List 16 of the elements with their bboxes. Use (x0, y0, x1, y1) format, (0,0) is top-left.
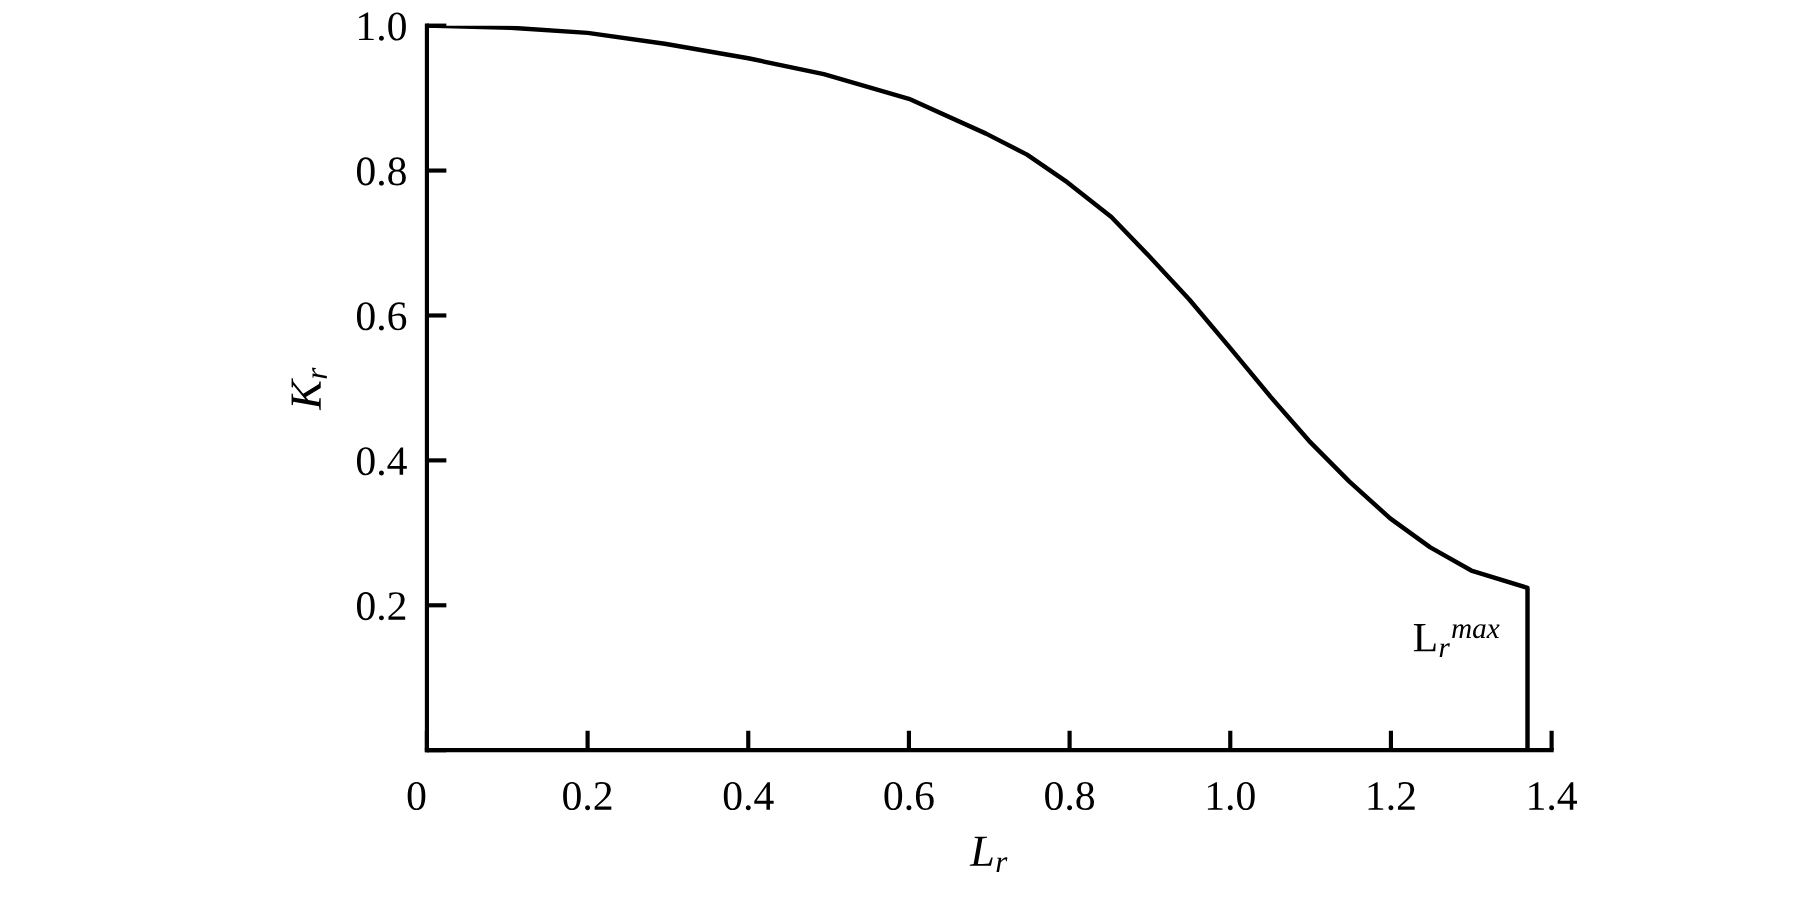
y-tick-label: 1.0 (359, 12, 406, 41)
annotation: L$_{r}$$^{max}$ (1413, 624, 1500, 658)
x-tick-label: 0 (407, 781, 426, 811)
y-axis-title: K$_{r}$ (291, 367, 327, 411)
x-axis-title: L$_{r}$ (969, 836, 1008, 872)
y-tick-label: 0.2 (356, 592, 406, 621)
x-tick-label: 0.2 (563, 781, 612, 811)
y-tick-label: 0.8 (356, 157, 406, 186)
x-tick-label: 0.4 (723, 781, 774, 811)
x-tick-label: 1.4 (1529, 782, 1577, 811)
y-tick-label: 0.6 (356, 302, 407, 331)
x-tick-label: 0.6 (884, 781, 934, 811)
x-tick-label: 1.0 (1207, 781, 1255, 811)
x-tick-label: 0.8 (1045, 781, 1095, 811)
y-tick-label: 0.4 (356, 447, 407, 476)
x-tick-label: 1.2 (1368, 782, 1415, 811)
